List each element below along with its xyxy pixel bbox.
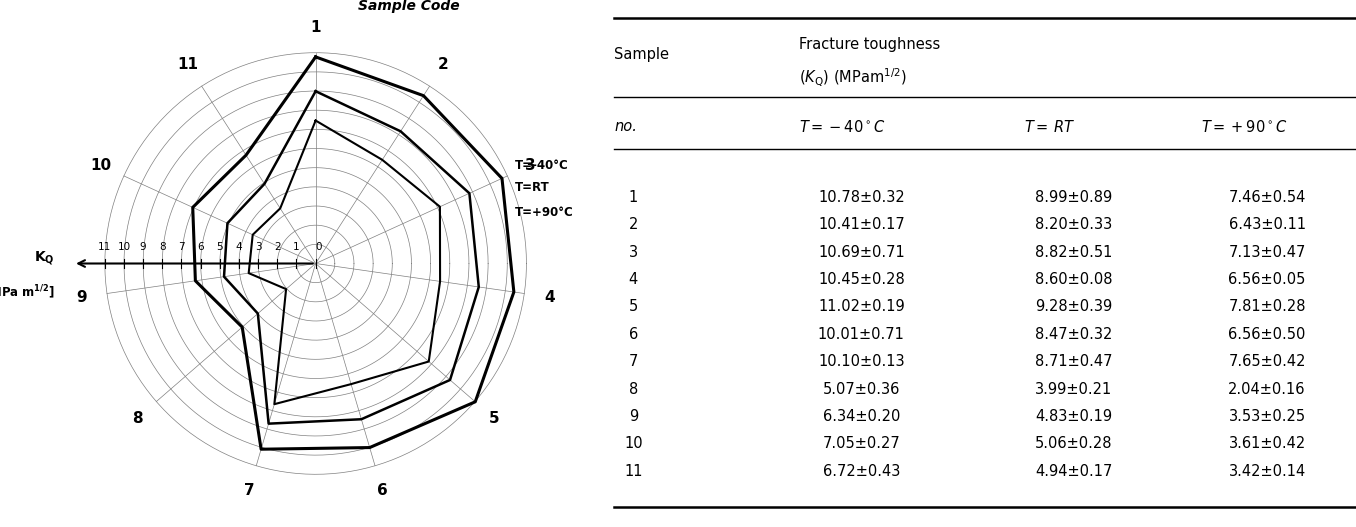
Text: 10.69±0.71: 10.69±0.71 bbox=[818, 245, 904, 259]
Text: 4: 4 bbox=[544, 290, 555, 305]
Text: 5: 5 bbox=[629, 299, 637, 314]
Text: 10.45±0.28: 10.45±0.28 bbox=[818, 272, 904, 287]
Text: 6.72±0.43: 6.72±0.43 bbox=[823, 464, 900, 479]
Text: $\mathbf{K_Q}$: $\mathbf{K_Q}$ bbox=[34, 249, 54, 267]
Text: 6: 6 bbox=[377, 483, 388, 497]
Text: 4: 4 bbox=[629, 272, 637, 287]
Text: 7.46±0.54: 7.46±0.54 bbox=[1229, 190, 1306, 204]
Text: 10.01±0.71: 10.01±0.71 bbox=[818, 327, 904, 341]
Text: 6: 6 bbox=[198, 242, 203, 252]
Text: 3.53±0.25: 3.53±0.25 bbox=[1229, 409, 1306, 424]
Text: 8.71±0.47: 8.71±0.47 bbox=[1035, 354, 1113, 369]
Text: 3.42±0.14: 3.42±0.14 bbox=[1229, 464, 1306, 479]
Text: 8.99±0.89: 8.99±0.89 bbox=[1035, 190, 1112, 204]
Text: $(K_{\rm Q})$ (MPam$^{1/2}$): $(K_{\rm Q})$ (MPam$^{1/2}$) bbox=[800, 66, 907, 88]
Text: T=-40°C: T=-40°C bbox=[515, 159, 570, 172]
Text: $\mathbf{[MPa\ m^{1/2}]}$: $\mathbf{[MPa\ m^{1/2}]}$ bbox=[0, 284, 54, 301]
Text: Sample Code: Sample Code bbox=[358, 0, 460, 13]
Text: 7: 7 bbox=[244, 483, 255, 497]
Text: 8.20±0.33: 8.20±0.33 bbox=[1035, 217, 1112, 232]
Text: 6.56±0.05: 6.56±0.05 bbox=[1229, 272, 1306, 287]
Text: 7: 7 bbox=[178, 242, 184, 252]
Text: 8.60±0.08: 8.60±0.08 bbox=[1035, 272, 1113, 287]
Text: $T=\,$RT: $T=\,$RT bbox=[1024, 119, 1075, 134]
Text: 2: 2 bbox=[629, 217, 639, 232]
Text: 5: 5 bbox=[217, 242, 224, 252]
Text: 1: 1 bbox=[293, 242, 300, 252]
Text: 2: 2 bbox=[274, 242, 281, 252]
Text: 10.78±0.32: 10.78±0.32 bbox=[818, 190, 904, 204]
Text: 5.07±0.36: 5.07±0.36 bbox=[823, 382, 900, 396]
Text: 8.47±0.32: 8.47±0.32 bbox=[1035, 327, 1112, 341]
Text: 3: 3 bbox=[525, 158, 536, 173]
Text: 4.94±0.17: 4.94±0.17 bbox=[1035, 464, 1112, 479]
Text: 11: 11 bbox=[624, 464, 643, 479]
Text: 10: 10 bbox=[624, 436, 643, 451]
Text: 2.04±0.16: 2.04±0.16 bbox=[1229, 382, 1306, 396]
Text: 3: 3 bbox=[255, 242, 262, 252]
Text: 7.05±0.27: 7.05±0.27 bbox=[823, 436, 900, 451]
Text: 5: 5 bbox=[488, 411, 499, 426]
Text: 5.06±0.28: 5.06±0.28 bbox=[1035, 436, 1113, 451]
Text: 11: 11 bbox=[178, 57, 198, 72]
Text: 11.02±0.19: 11.02±0.19 bbox=[818, 299, 904, 314]
Text: 10.10±0.13: 10.10±0.13 bbox=[818, 354, 904, 369]
Text: 7.65±0.42: 7.65±0.42 bbox=[1229, 354, 1306, 369]
Text: 6.34±0.20: 6.34±0.20 bbox=[823, 409, 900, 424]
Text: 11: 11 bbox=[98, 242, 111, 252]
Text: 8: 8 bbox=[159, 242, 165, 252]
Text: 9: 9 bbox=[77, 290, 87, 305]
Text: 4: 4 bbox=[236, 242, 243, 252]
Text: 9.28±0.39: 9.28±0.39 bbox=[1035, 299, 1112, 314]
Text: $T=-40{^\circ}$C: $T=-40{^\circ}$C bbox=[800, 119, 885, 134]
Text: 0: 0 bbox=[315, 242, 321, 252]
Text: 6.56±0.50: 6.56±0.50 bbox=[1229, 327, 1306, 341]
Text: 9: 9 bbox=[629, 409, 637, 424]
Text: 10.41±0.17: 10.41±0.17 bbox=[818, 217, 904, 232]
Text: $T=+90{^\circ}$C: $T=+90{^\circ}$C bbox=[1201, 119, 1288, 134]
Text: T=RT: T=RT bbox=[515, 181, 551, 194]
Text: 7.81±0.28: 7.81±0.28 bbox=[1229, 299, 1306, 314]
Text: 7: 7 bbox=[629, 354, 639, 369]
Text: 1: 1 bbox=[629, 190, 637, 204]
Text: Sample: Sample bbox=[614, 47, 669, 62]
Text: 10: 10 bbox=[118, 242, 130, 252]
Text: 4.83±0.19: 4.83±0.19 bbox=[1036, 409, 1112, 424]
Text: 6: 6 bbox=[629, 327, 637, 341]
Text: 1: 1 bbox=[311, 20, 321, 35]
Text: T=+90°C: T=+90°C bbox=[515, 206, 574, 219]
Text: 8: 8 bbox=[629, 382, 637, 396]
Text: 8.82±0.51: 8.82±0.51 bbox=[1035, 245, 1112, 259]
Text: 9: 9 bbox=[140, 242, 146, 252]
Text: 3.61±0.42: 3.61±0.42 bbox=[1229, 436, 1306, 451]
Text: 3: 3 bbox=[629, 245, 637, 259]
Text: 3.99±0.21: 3.99±0.21 bbox=[1035, 382, 1112, 396]
Text: 8: 8 bbox=[132, 411, 142, 426]
Text: 10: 10 bbox=[91, 158, 111, 173]
Text: no.: no. bbox=[614, 119, 637, 133]
Text: Fracture toughness: Fracture toughness bbox=[800, 37, 941, 52]
Text: 7.13±0.47: 7.13±0.47 bbox=[1229, 245, 1306, 259]
Text: 2: 2 bbox=[438, 57, 449, 72]
Text: 6.43±0.11: 6.43±0.11 bbox=[1229, 217, 1306, 232]
